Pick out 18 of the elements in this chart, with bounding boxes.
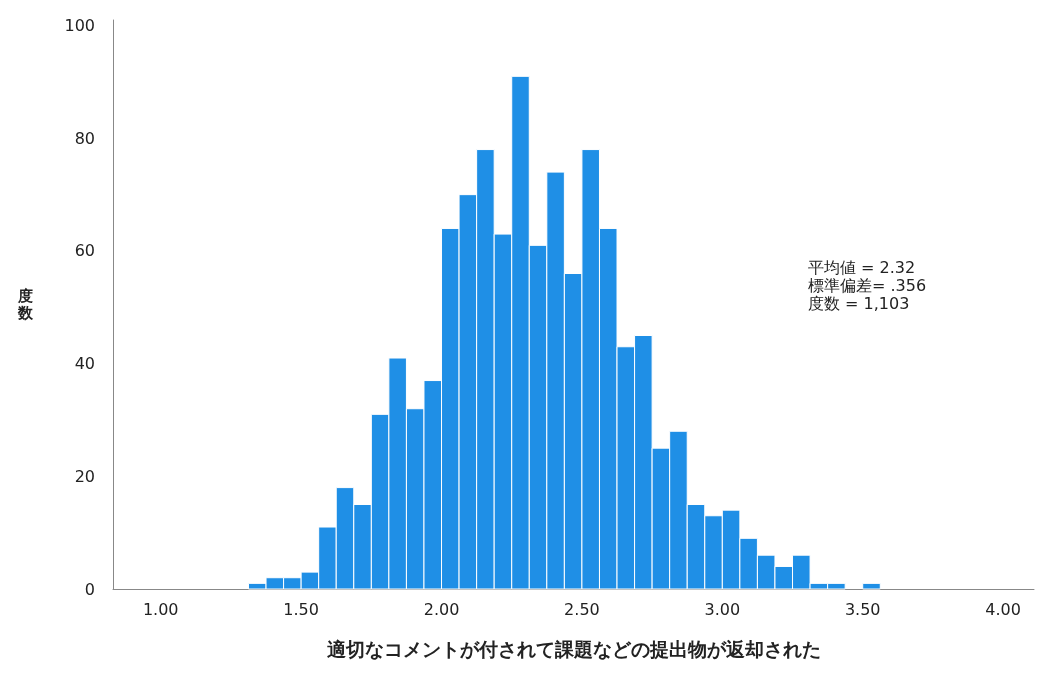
x-tick-label: 4.00 bbox=[985, 599, 1021, 619]
y-tick-label: 80 bbox=[74, 128, 95, 148]
x-axis-title: 適切なコメントが付されて課題などの提出物が返却された bbox=[326, 637, 821, 660]
y-tick-label: 60 bbox=[74, 241, 95, 261]
x-tick-label: 3.00 bbox=[704, 599, 741, 619]
x-tick-label: 3.50 bbox=[844, 599, 881, 619]
annotation: 標準偏差= .356 bbox=[808, 275, 927, 295]
x-tick-label: 1.00 bbox=[142, 599, 179, 619]
x-tick-label: 2.00 bbox=[423, 599, 460, 619]
annotation: 度数 = 1,103 bbox=[808, 293, 910, 313]
annotation: 平均値 = 2.32 bbox=[808, 257, 916, 277]
y-tick-label: 0 bbox=[84, 579, 95, 599]
x-tick-label: 2.50 bbox=[564, 599, 600, 619]
x-tick-label: 1.50 bbox=[283, 599, 319, 619]
y-axis-title: 度数 bbox=[17, 287, 34, 322]
y-tick-label: 20 bbox=[74, 466, 95, 486]
y-tick-label: 40 bbox=[74, 354, 95, 374]
y-tick-label: 100 bbox=[64, 16, 95, 36]
